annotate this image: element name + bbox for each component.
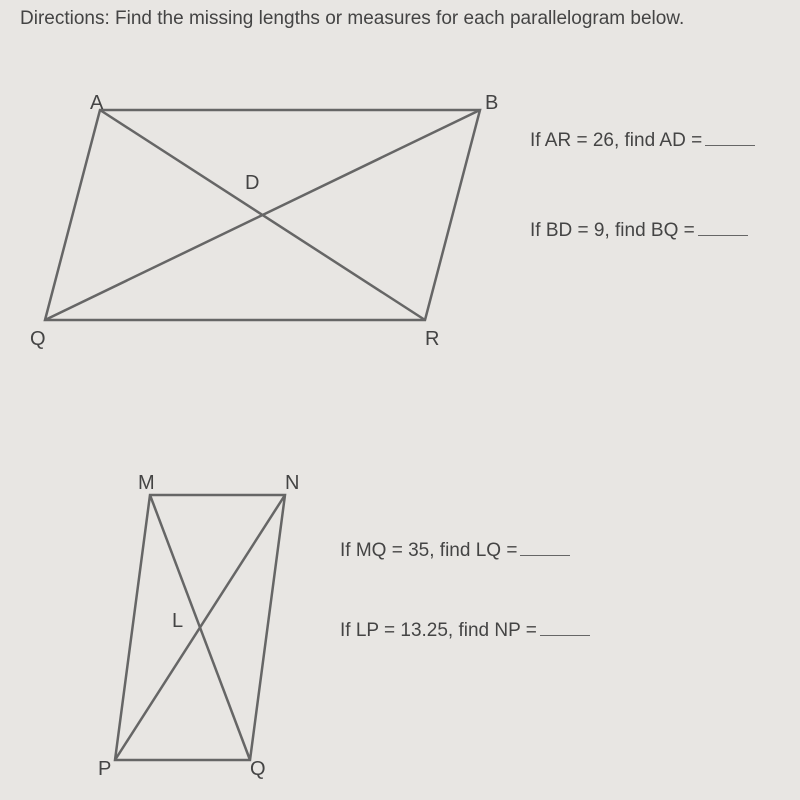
diagonal-np [115, 495, 285, 760]
question-3-text: If MQ = 35, find LQ = [340, 540, 517, 561]
blank-1 [705, 145, 755, 146]
parallelogram-2: M N P Q L [110, 480, 310, 780]
label-a: A [90, 92, 103, 115]
label-m: M [138, 472, 155, 495]
label-n: N [285, 472, 299, 495]
parallelogram-1: A B Q R D [30, 90, 500, 350]
question-1-text: If AR = 26, find AD = [530, 130, 702, 151]
question-4-text: If LP = 13.25, find NP = [340, 620, 537, 641]
label-b: B [485, 92, 498, 115]
parallelogram-1-svg [30, 90, 500, 350]
parallelogram-2-svg [110, 480, 310, 780]
question-3: If MQ = 35, find LQ = [340, 540, 570, 562]
diagonal-bq [45, 110, 480, 320]
label-d: D [245, 172, 259, 195]
question-4: If LP = 13.25, find NP = [340, 620, 590, 642]
blank-3 [520, 555, 570, 556]
question-2-text: If BD = 9, find BQ = [530, 220, 695, 241]
label-r: R [425, 328, 439, 351]
label-l: L [172, 610, 183, 633]
blank-4 [540, 635, 590, 636]
label-p: P [98, 758, 111, 781]
label-q1: Q [30, 328, 46, 351]
blank-2 [698, 235, 748, 236]
question-2: If BD = 9, find BQ = [530, 220, 748, 242]
label-q2: Q [250, 758, 266, 781]
question-1: If AR = 26, find AD = [530, 130, 755, 152]
directions-text: Directions: Find the missing lengths or … [20, 8, 684, 30]
